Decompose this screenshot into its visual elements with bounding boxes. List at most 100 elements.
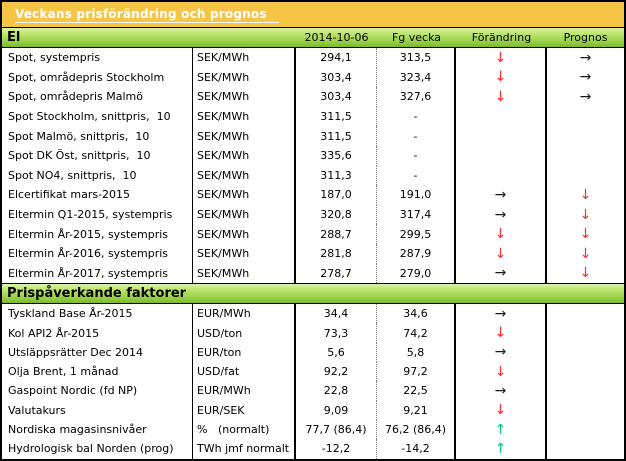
row-unit: EUR/ton [193,342,296,363]
column-header: 2014-10-06 [304,31,369,44]
right-arrow-icon: → [494,382,507,399]
row-label: Nordiska magasinsnivåer [2,419,193,440]
table-row: Tyskland Base År-2015 EUR/MWh 34,4 34,6 → [2,304,624,324]
value-previous: - [377,165,456,186]
right-arrow-icon: → [494,305,507,322]
down-arrow-icon: ↓ [579,186,592,203]
forecast-cell [547,304,624,323]
change-cell: ↓ [456,48,547,68]
change-cell: → [456,304,547,324]
forecast-cell: ↓ [547,224,624,244]
section-body-el: Spot, systempris SEK/MWh 294,1 313,5 ↓ → Spot,… [2,48,624,284]
down-arrow-icon: ↓ [494,325,507,342]
forecast-cell: → [547,87,624,107]
row-label: Spot NO4, snittpris, 10 [2,165,193,186]
row-label: Spot, områdepris Malmö [2,87,193,107]
value-current: 187,0 [296,185,377,205]
value-current: 5,6 [296,342,377,363]
change-cell [456,165,547,186]
table-row: Eltermin År-2015, systempris SEK/MWh 288,7… [2,224,624,244]
row-label: Tyskland Base År-2015 [2,304,193,324]
change-cell: ↓ [456,323,547,343]
row-label: Spot, områdepris Stockholm [2,67,193,88]
value-current: 303,4 [296,67,377,88]
change-cell: ↑ [456,419,547,440]
row-label: Spot Stockholm, snittpris, 10 [2,106,193,127]
forecast-cell [547,126,624,146]
row-label: Hydrologisk bal Norden (prog) [2,439,193,459]
forecast-cell: ↓ [547,205,624,225]
value-previous: 76,2 (86,4) [377,419,456,440]
row-label: Utsläppsrätter Dec 2014 [2,342,193,363]
value-current: 22,8 [296,381,377,401]
row-unit: SEK/MWh [193,224,296,244]
change-cell: → [456,185,547,205]
change-cell: ↓ [456,87,547,107]
table-row: Kol API2 År-2015 USD/ton 73,3 74,2 ↓ [2,323,624,343]
column-header: Fg vecka [391,31,442,44]
row-unit: TWh jmf normalt [193,439,296,459]
table-row: Spot Malmö, snittpris, 10 SEK/MWh 311,5- [2,126,624,146]
value-current: 77,7 (86,4) [296,419,377,440]
value-previous: 34,6 [377,304,456,324]
forecast-cell [547,439,624,458]
row-label: Spot Malmö, snittpris, 10 [2,126,193,146]
value-previous: 287,9 [377,243,456,264]
forecast-cell [547,420,624,439]
change-cell [456,145,547,166]
value-previous: 313,5 [377,48,456,68]
value-previous: - [377,126,456,146]
change-cell: ↓ [456,400,547,420]
change-cell: ↑ [456,439,547,459]
value-current: 288,7 [296,224,377,244]
table-row: Eltermin Q1-2015, systempris SEK/MWh 320,8… [2,204,624,225]
table-row: Valutakurs EUR/SEK 9,09 9,21 ↓ [2,400,624,420]
forecast-cell: ↓ [547,244,624,264]
right-arrow-icon: → [494,206,507,223]
section-header-el: El 2014-10-06 Fg vecka Förändring Prognos [2,27,624,48]
change-cell [456,126,547,146]
value-current: 311,3 [296,165,377,186]
change-cell: → [456,381,547,401]
value-previous: 9,21 [377,400,456,420]
down-arrow-icon: ↓ [494,69,507,86]
right-arrow-icon: → [579,88,592,105]
value-previous: 317,4 [377,204,456,225]
value-previous: 74,2 [377,323,456,343]
row-unit: EUR/SEK [193,400,296,420]
row-unit: SEK/MWh [193,87,296,107]
change-cell: → [456,204,547,225]
down-arrow-icon: ↓ [494,226,507,243]
report-title-bar: Veckans prisförändring och prognos [2,2,624,27]
change-cell: ↓ [456,224,547,244]
down-arrow-icon: ↓ [494,245,507,262]
row-unit: USD/ton [193,323,296,343]
row-label: Kol API2 År-2015 [2,323,193,343]
value-previous: 5,8 [377,342,456,363]
change-cell: → [456,263,547,284]
table-row: Spot, områdepris Malmö SEK/MWh 303,4 327,6 ↓… [2,87,624,107]
table-row: Utsläppsrätter Dec 2014 EUR/ton 5,6 5,8 → [2,342,624,363]
forecast-cell [547,381,624,400]
value-current: -12,2 [296,439,377,459]
value-previous: 22,5 [377,381,456,401]
down-arrow-icon: ↓ [494,363,507,380]
value-current: 335,6 [296,145,377,166]
row-label: Eltermin År-2016, systempris [2,243,193,264]
row-unit: EUR/MWh [193,381,296,401]
value-previous: - [377,106,456,127]
column-header: Prognos [563,31,608,44]
value-current: 303,4 [296,87,377,107]
forecast-cell [547,362,624,381]
section-header-factors: Prispåverkande faktorer [2,283,624,305]
forecast-cell: ↓ [547,185,624,205]
down-arrow-icon: ↓ [579,245,592,262]
forecast-cell: ↓ [547,264,624,284]
value-current: 73,3 [296,323,377,343]
row-label: Spot, systempris [2,48,193,68]
table-row: Spot, områdepris Stockholm SEK/MWh 303,4 32… [2,67,624,88]
row-unit: SEK/MWh [193,48,296,68]
row-label: Eltermin År-2017, systempris [2,263,193,284]
row-unit: SEK/MWh [193,263,296,284]
